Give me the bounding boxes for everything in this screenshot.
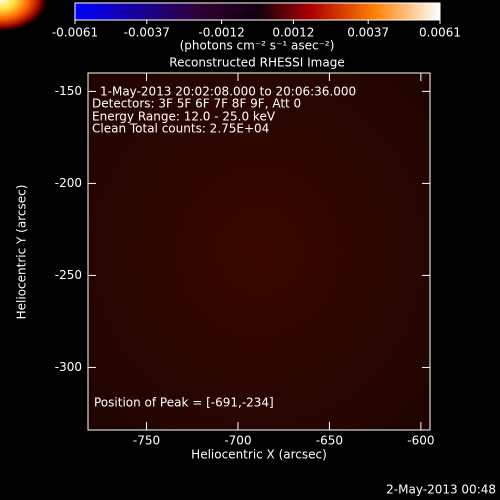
annotation: Energy Range: 12.0 - 25.0 keV: [92, 110, 276, 124]
x-tick-label: -750: [133, 434, 160, 448]
image: [88, 73, 430, 430]
colorbar-tick-label: -0.0037: [124, 26, 170, 40]
colorbar-label: (photons cm⁻² s⁻¹ asec⁻²): [180, 39, 335, 53]
axes: -750 -700 -650 -600 -150 -200 -250 -300 -0.0061 -…: [52, 20, 461, 448]
colorbar-tick-label: -0.0012: [198, 26, 244, 40]
annotation: 1-May-2013 20:02:08.000 to 20:06:36.000: [100, 85, 356, 99]
annotation: Clean Total counts: 2.75E+04: [92, 122, 269, 136]
colorbar: [74, 2, 441, 21]
y-tick-label: -300: [55, 360, 82, 374]
annotation: Detectors: 3F 5F 6F 7F 8F 9F, Att 0: [92, 97, 301, 111]
flare-source: [0, 0, 48, 32]
chart-title: Reconstructed RHESSI Image: [169, 56, 344, 70]
y-tick-label: -200: [55, 176, 82, 190]
colorbar-tick-label: 0.0012: [272, 26, 314, 40]
x-axis-label: Heliocentric X (arcsec): [191, 448, 327, 462]
y-tick-label: -250: [55, 268, 82, 282]
footer: 2-May-2013 00:48: [386, 483, 496, 497]
colorbar-tick-label: 0.0037: [347, 26, 389, 40]
colorbar-tick-label: -0.0061: [52, 26, 98, 40]
colorbar-tick-label: 0.0061: [419, 26, 461, 40]
x-tick-label: -700: [224, 434, 251, 448]
peak-label: Position of Peak = [-691,-234]: [94, 396, 274, 410]
y-tick-label: -150: [55, 84, 82, 98]
x-tick-label: -650: [316, 434, 343, 448]
y-axis-label: Heliocentric Y (arcsec): [15, 185, 29, 320]
plot-frame: [87, 72, 431, 431]
x-tick-label: -600: [407, 434, 434, 448]
